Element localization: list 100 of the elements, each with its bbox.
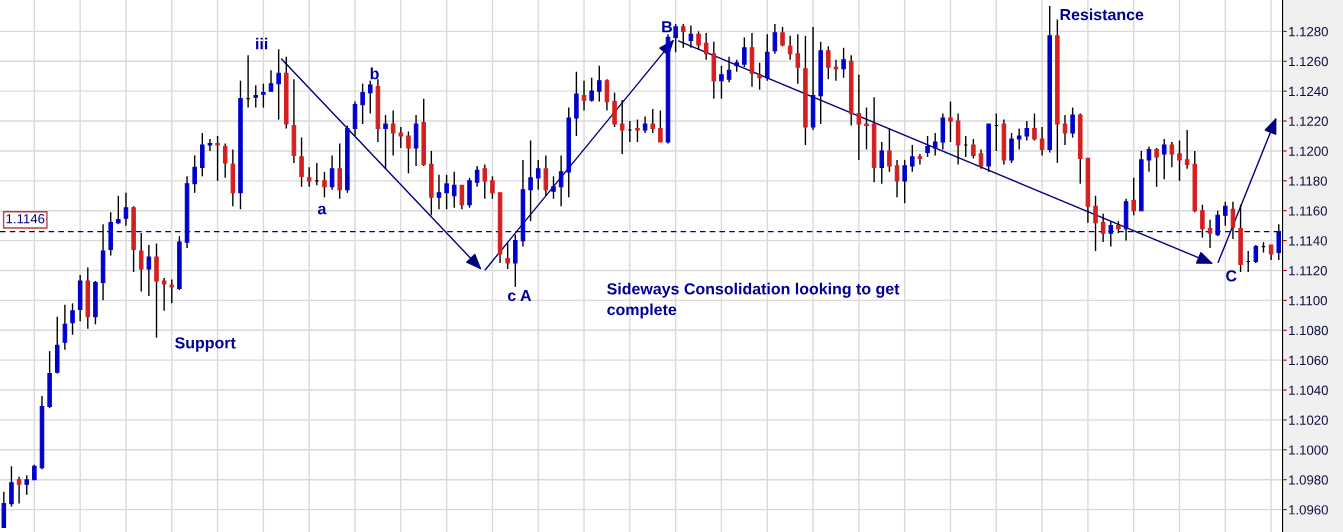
candlestick	[390, 109, 396, 157]
candlestick	[1161, 138, 1167, 181]
candlestick	[451, 171, 457, 209]
y-tick-label: 1.1240	[1289, 86, 1328, 97]
y-tick-label: 1.0980	[1289, 475, 1328, 485]
y-tick-label: 1.1040	[1289, 385, 1328, 395]
candlestick	[887, 127, 892, 173]
candlestick	[1070, 106, 1075, 139]
candlestick	[795, 33, 801, 85]
candlestick	[864, 106, 869, 151]
y-tick-label: 1.1060	[1289, 355, 1328, 366]
candlestick	[9, 465, 14, 508]
candlestick	[757, 62, 762, 91]
candlestick	[581, 80, 587, 112]
candlestick	[24, 474, 29, 496]
candlestick	[780, 26, 785, 48]
candlestick	[543, 154, 549, 197]
y-tick-label: 1.1200	[1289, 146, 1328, 156]
candlestick	[1146, 145, 1152, 173]
candlestick	[1177, 139, 1182, 182]
candlestick	[612, 91, 617, 128]
candlestick	[971, 138, 976, 160]
candlestick	[444, 174, 449, 210]
annotation: iii	[256, 37, 268, 50]
y-tick-label: 1.1220	[1289, 116, 1328, 126]
candlestick	[367, 80, 373, 115]
y-tick-label: 1.0960	[1289, 505, 1328, 515]
candlestick	[650, 108, 656, 134]
candlestick	[161, 277, 167, 312]
candlestick	[1032, 112, 1037, 142]
candlestick	[337, 142, 342, 200]
candlestick	[551, 175, 556, 200]
ref-line-label: 1.1146	[6, 214, 45, 224]
candlestick	[406, 130, 411, 175]
y-tick-label: 1.1260	[1289, 56, 1328, 67]
candlestick	[535, 159, 541, 191]
annotation: B	[662, 21, 672, 33]
candlestick	[1, 490, 7, 529]
candlestick	[589, 77, 594, 103]
y-tick-label: 1.1140	[1289, 236, 1327, 246]
candlestick	[200, 132, 205, 178]
candlestick	[398, 126, 404, 149]
candlestick	[680, 23, 686, 49]
candlestick	[574, 71, 579, 137]
candlestick	[1169, 141, 1175, 169]
annotation: C	[1226, 270, 1237, 282]
candlestick	[253, 84, 259, 109]
annotation: Sideways Consolidation looking to get complete	[607, 282, 900, 319]
candlestick	[383, 114, 388, 170]
candlestick	[207, 138, 213, 152]
candlestick	[619, 99, 625, 155]
candlestick	[910, 144, 915, 173]
candlestick	[123, 192, 129, 227]
annotation: Support	[175, 337, 236, 352]
candlestick	[299, 136, 304, 188]
candlestick	[955, 112, 961, 166]
candlestick	[1093, 195, 1098, 252]
candlestick	[978, 148, 984, 170]
candlestick	[1200, 204, 1205, 239]
candlestick	[138, 232, 144, 293]
candlestick	[482, 163, 488, 200]
candlestick	[154, 242, 159, 339]
candlestick	[1016, 127, 1022, 151]
candlestick	[1154, 147, 1159, 188]
candlestick	[513, 233, 518, 288]
candlestick	[261, 82, 266, 109]
candlestick	[146, 244, 152, 297]
candlestick	[528, 139, 533, 222]
candlestick	[192, 154, 197, 194]
y-tick-label: 1.1020	[1289, 415, 1328, 425]
candlestick	[787, 35, 793, 61]
annotation: c A	[507, 290, 532, 302]
candlestick	[70, 302, 75, 336]
candlestick	[1009, 132, 1014, 164]
candlestick	[932, 132, 938, 157]
candlestick	[1223, 201, 1228, 227]
y-tick-label: 1.1000	[1289, 445, 1328, 455]
annotation: a	[317, 205, 327, 215]
candlestick	[1207, 218, 1213, 249]
candlestick	[215, 135, 220, 182]
candlestick	[360, 82, 365, 125]
candlestick	[1131, 177, 1136, 216]
candlestick	[742, 36, 747, 68]
candlestick	[490, 175, 495, 200]
candlestick	[1215, 210, 1220, 237]
candlestick	[1108, 220, 1114, 248]
y-tick-label: 1.1120	[1289, 266, 1327, 276]
candlestick	[413, 114, 419, 167]
candlestick	[1062, 114, 1068, 146]
candlestick	[948, 100, 953, 143]
candlestick	[436, 174, 442, 210]
candlestick	[116, 195, 121, 225]
candlestick	[658, 109, 663, 143]
candlestick	[688, 24, 694, 49]
candlestick	[826, 45, 831, 80]
candlestick	[856, 74, 862, 161]
candlestick	[222, 142, 228, 179]
candlestick	[940, 112, 946, 151]
candlestick	[635, 118, 640, 143]
candlestick	[627, 120, 633, 143]
